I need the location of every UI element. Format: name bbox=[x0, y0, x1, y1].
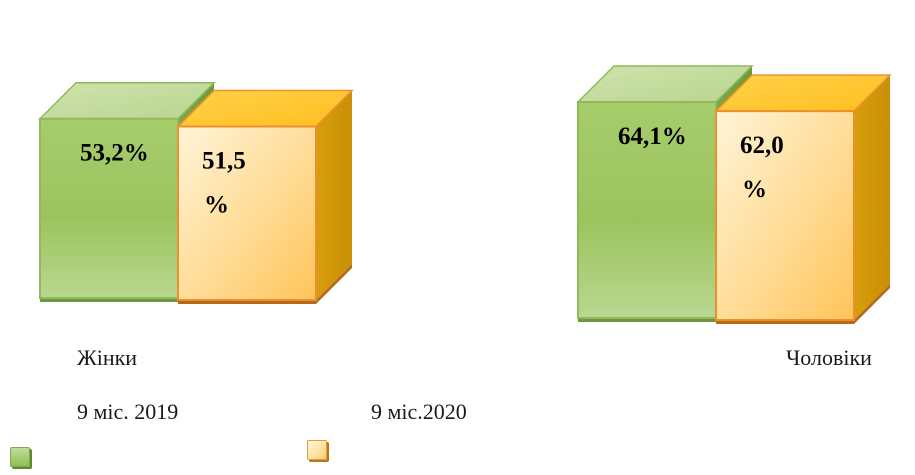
bar-men-2020: 62,0% bbox=[714, 74, 892, 324]
legend-swatch-2020 bbox=[307, 440, 327, 460]
legend-label-2019: 9 міс. 2019 bbox=[77, 399, 179, 424]
bar-front-face bbox=[177, 125, 317, 301]
category-label-men: Чоловіки bbox=[786, 345, 872, 370]
data-label: 51,5% bbox=[202, 147, 246, 218]
bar-side-face bbox=[316, 90, 352, 301]
legend-swatch-2019 bbox=[10, 447, 30, 467]
data-label: 53,2% bbox=[80, 140, 149, 167]
category-label-women: Жінки bbox=[77, 345, 138, 370]
data-label: 62,0% bbox=[740, 132, 784, 203]
legend-label-2020: 9 міс.2020 bbox=[371, 399, 467, 424]
bar-front-face bbox=[715, 110, 855, 321]
bar-side-face bbox=[854, 75, 890, 320]
data-label: 64,1% bbox=[618, 123, 687, 150]
bar-women-2020: 51,5% bbox=[176, 89, 354, 304]
